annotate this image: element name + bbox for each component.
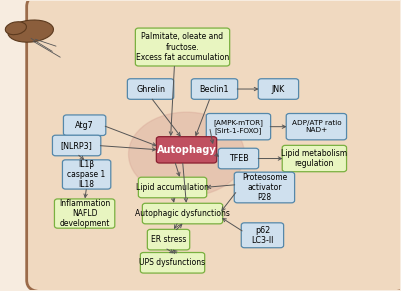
- Text: ER stress: ER stress: [151, 235, 186, 244]
- FancyBboxPatch shape: [63, 160, 111, 189]
- FancyBboxPatch shape: [128, 79, 174, 99]
- FancyBboxPatch shape: [218, 148, 259, 169]
- FancyBboxPatch shape: [53, 135, 101, 156]
- Text: p62
LC3-II: p62 LC3-II: [251, 226, 273, 245]
- Text: TFEB: TFEB: [229, 154, 248, 163]
- Circle shape: [129, 112, 245, 196]
- FancyBboxPatch shape: [138, 177, 207, 198]
- Text: [NLRP3]: [NLRP3]: [61, 141, 93, 150]
- Text: Autophagy: Autophagy: [157, 145, 217, 155]
- Text: Ghrelin: Ghrelin: [136, 84, 165, 93]
- FancyBboxPatch shape: [27, 0, 401, 291]
- Text: Proteosome
activator
P28: Proteosome activator P28: [242, 173, 287, 203]
- Text: Beclin1: Beclin1: [200, 84, 229, 93]
- FancyBboxPatch shape: [55, 199, 115, 228]
- FancyBboxPatch shape: [63, 115, 106, 136]
- FancyBboxPatch shape: [147, 229, 190, 250]
- Text: UPS dysfunctions: UPS dysfunctions: [140, 258, 206, 267]
- Text: Atg7: Atg7: [75, 121, 94, 130]
- Text: JNK: JNK: [272, 84, 285, 93]
- Text: ADP/ATP ratio
NAD+: ADP/ATP ratio NAD+: [292, 120, 341, 133]
- FancyBboxPatch shape: [241, 223, 284, 248]
- Text: Lipid metabolism
regulation: Lipid metabolism regulation: [282, 149, 347, 168]
- FancyBboxPatch shape: [140, 253, 205, 273]
- Ellipse shape: [5, 22, 26, 35]
- FancyBboxPatch shape: [142, 203, 223, 224]
- FancyBboxPatch shape: [156, 137, 217, 163]
- FancyBboxPatch shape: [258, 79, 299, 99]
- Text: Palmitate, oleate and
fructose.
Excess fat accumulation: Palmitate, oleate and fructose. Excess f…: [136, 32, 229, 62]
- Text: Lipid accumulation: Lipid accumulation: [136, 183, 209, 192]
- FancyBboxPatch shape: [286, 113, 346, 140]
- FancyBboxPatch shape: [206, 113, 271, 140]
- FancyBboxPatch shape: [191, 79, 238, 99]
- Ellipse shape: [8, 20, 53, 42]
- FancyBboxPatch shape: [234, 172, 295, 203]
- Text: Inflammation
NAFLD
development: Inflammation NAFLD development: [59, 199, 110, 228]
- Text: IL1β
caspase 1
IL18: IL1β caspase 1 IL18: [67, 159, 106, 189]
- Text: [AMPK-mTOR]
[Sirt-1-FOXO]: [AMPK-mTOR] [Sirt-1-FOXO]: [213, 119, 263, 134]
- FancyBboxPatch shape: [282, 146, 346, 172]
- Text: Autophagic dysfunctions: Autophagic dysfunctions: [135, 209, 230, 218]
- FancyBboxPatch shape: [136, 28, 230, 66]
